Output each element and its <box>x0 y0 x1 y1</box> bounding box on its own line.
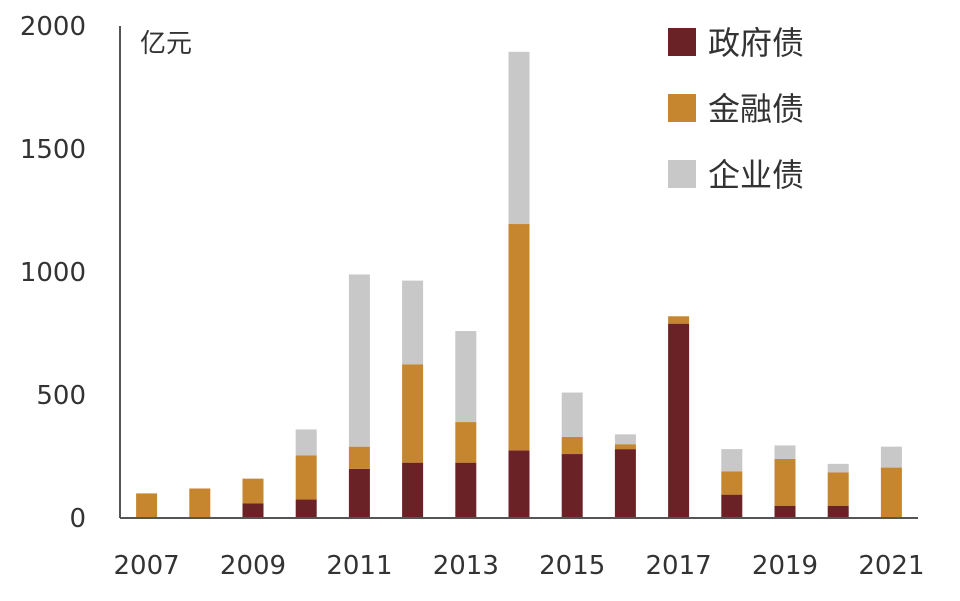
legend-label: 政府债 <box>708 24 804 62</box>
bar-segment-2010-3 <box>295 429 317 456</box>
bar-segment-2019-3 <box>774 445 796 459</box>
bar-segment-2018-2 <box>721 471 743 495</box>
x-tick-label: 2019 <box>752 551 818 581</box>
bar-segment-2018-3 <box>721 449 743 472</box>
bar-segment-2019-2 <box>774 458 796 506</box>
bar-segment-2016-1 <box>614 449 636 518</box>
y-tick-label: 500 <box>36 381 86 411</box>
bar-segment-2015-3 <box>561 392 583 437</box>
bar-segment-2019-1 <box>774 505 796 518</box>
bar-segment-2020-3 <box>827 463 849 473</box>
legend-swatch <box>668 160 696 188</box>
y-tick-labels: 0 500 1000 1500 2000 <box>20 12 86 534</box>
legend-swatch <box>668 28 696 56</box>
bar-segment-2011-1 <box>348 468 370 518</box>
y-tick-label: 0 <box>69 504 86 534</box>
bar-segment-2015-1 <box>561 454 583 518</box>
y-tick-label: 2000 <box>20 12 86 42</box>
bar-segment-2007-2 <box>136 493 158 518</box>
x-tick-label: 2021 <box>858 551 924 581</box>
x-tick-label: 2009 <box>220 551 286 581</box>
bar-segment-2009-2 <box>242 478 264 504</box>
y-axis-unit-label: 亿元 <box>140 29 192 59</box>
x-tick-label: 2017 <box>646 551 712 581</box>
bar-segment-2017-1 <box>668 323 690 518</box>
bar-segment-2020-2 <box>827 472 849 506</box>
bar-segment-2020-1 <box>827 505 849 518</box>
bar-segment-2012-3 <box>402 280 424 365</box>
bar-segment-2021-2 <box>880 467 902 518</box>
bar-segment-2014-2 <box>508 224 530 451</box>
y-tick-label: 1000 <box>20 258 86 288</box>
bar-segment-2010-2 <box>295 455 317 500</box>
bar-segment-2021-3 <box>880 446 902 468</box>
x-tick-label: 2011 <box>326 551 392 581</box>
bar-segment-2009-1 <box>242 503 264 518</box>
legend-label: 金融债 <box>708 90 804 128</box>
bar-segment-2018-1 <box>721 494 743 518</box>
bars-group <box>136 51 902 518</box>
bar-segment-2017-2 <box>668 316 690 324</box>
bar-segment-2013-3 <box>455 331 477 423</box>
bar-segment-2013-2 <box>455 422 477 463</box>
bar-segment-2016-2 <box>614 444 636 450</box>
legend-label: 企业债 <box>708 156 804 194</box>
bar-segment-2013-1 <box>455 462 477 518</box>
axes-group <box>119 26 918 519</box>
bar-segment-2016-3 <box>614 434 636 445</box>
bar-segment-2015-2 <box>561 436 583 455</box>
x-tick-label: 2015 <box>539 551 605 581</box>
bar-segment-2012-1 <box>402 462 424 518</box>
bar-segment-2011-2 <box>348 446 370 469</box>
x-tick-labels: 2007 2009 2011 2013 2015 2017 2019 2021 <box>114 551 925 581</box>
legend-swatch <box>668 94 696 122</box>
bar-segment-2012-2 <box>402 364 424 463</box>
x-tick-label: 2013 <box>433 551 499 581</box>
y-tick-label: 1500 <box>20 135 86 165</box>
bar-segment-2014-1 <box>508 450 530 518</box>
bar-segment-2010-1 <box>295 499 317 518</box>
x-tick-label: 2007 <box>114 551 180 581</box>
bar-segment-2011-3 <box>348 274 370 447</box>
bar-segment-2014-3 <box>508 51 530 225</box>
bar-segment-2008-2 <box>189 488 211 518</box>
